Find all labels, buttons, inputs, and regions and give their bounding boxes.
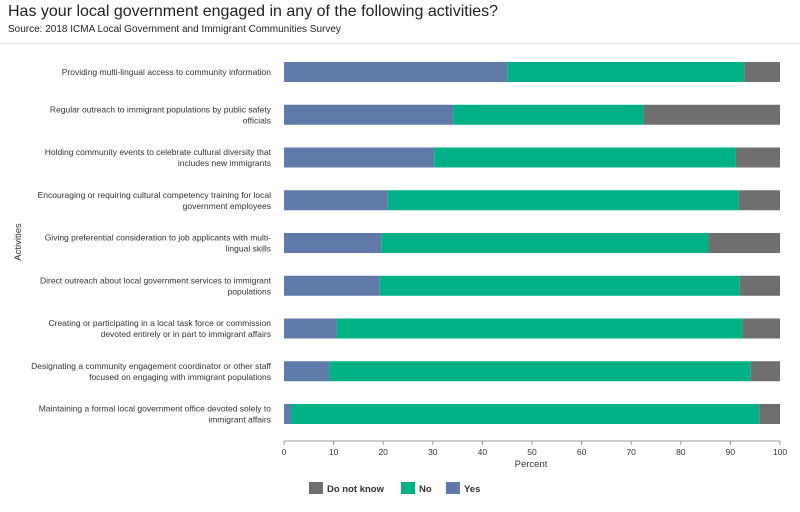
- bar-no-7: [336, 318, 743, 339]
- bar-yes-8: [284, 361, 330, 382]
- x-axis: 0 10 20 30 40 50 60 70 80 90 100: [282, 440, 787, 457]
- category-label-6: Direct outreach about local government s…: [40, 275, 272, 296]
- x-tick-label-60: 60: [577, 447, 587, 457]
- x-tick-label-30: 30: [428, 447, 438, 457]
- bar-yes-6: [284, 275, 380, 296]
- category-label-1: Providing multi-lingual access to commun…: [62, 67, 272, 77]
- x-tick-label-20: 20: [378, 447, 388, 457]
- category-label-5: Giving preferential consideration to job…: [45, 233, 271, 254]
- x-axis-label: Percent: [515, 459, 548, 470]
- bar-no-4: [387, 190, 739, 211]
- bar-no-3: [434, 147, 736, 168]
- legend-swatch-yes: [446, 482, 460, 494]
- legend-item-yes[interactable]: Yes: [446, 482, 480, 495]
- legend-swatch-no: [401, 482, 415, 494]
- x-tick-label-90: 90: [726, 447, 736, 457]
- x-tick-label-80: 80: [676, 447, 686, 457]
- chart-subtitle: Source: 2018 ICMA Local Government and I…: [8, 24, 341, 35]
- bar-do-not-know-1: [744, 62, 780, 82]
- legend-label-no: No: [419, 484, 432, 495]
- bar-do-not-know-4: [738, 190, 780, 211]
- bar-yes-2: [284, 104, 454, 125]
- bar-do-not-know-9: [759, 404, 780, 424]
- bar-yes-7: [284, 318, 337, 339]
- bar-yes-4: [284, 190, 388, 211]
- bar-do-not-know-3: [735, 147, 780, 168]
- chart-title: Has your local government engaged in any…: [8, 3, 499, 20]
- category-label-8: Designating a community engagement coord…: [31, 361, 272, 382]
- category-label-3: Holding community events to celebrate cu…: [45, 147, 272, 168]
- bar-do-not-know-7: [742, 318, 780, 339]
- header-divider: [0, 43, 800, 44]
- category-label-4: Encouraging or requiring cultural compet…: [38, 190, 272, 211]
- bar-no-5: [381, 233, 709, 253]
- bar-no-8: [329, 361, 751, 382]
- legend-label-yes: Yes: [464, 484, 480, 495]
- legend-item-do-not-know[interactable]: Do not know: [309, 482, 385, 495]
- category-label-7: Creating or participating in a local tas…: [48, 318, 271, 339]
- category-label-9: Maintaining a formal local government of…: [39, 404, 272, 425]
- bar-no-2: [453, 104, 644, 125]
- bar-yes-3: [284, 147, 435, 168]
- legend-item-no[interactable]: No: [401, 482, 432, 495]
- x-tick-label-50: 50: [527, 447, 537, 457]
- x-tick-label-40: 40: [478, 447, 488, 457]
- x-tick-label-70: 70: [626, 447, 636, 457]
- bar-do-not-know-6: [739, 275, 780, 296]
- x-tick-label-0: 0: [282, 447, 287, 457]
- plot-area: Providing multi-lingual access to commun…: [31, 62, 780, 425]
- bar-do-not-know-8: [750, 361, 780, 382]
- bar-no-1: [507, 62, 745, 82]
- legend[interactable]: Do not know No Yes: [309, 482, 480, 495]
- bar-yes-5: [284, 233, 382, 253]
- x-tick-label-100: 100: [773, 447, 787, 457]
- bar-do-not-know-2: [643, 104, 780, 125]
- legend-swatch-do-not-know: [309, 482, 323, 494]
- bar-yes-9: [284, 404, 291, 424]
- y-axis-label: Activities: [13, 223, 24, 261]
- bar-do-not-know-5: [708, 233, 780, 253]
- bar-yes-1: [284, 62, 508, 82]
- bar-no-9: [290, 404, 760, 424]
- legend-label-do-not-know: Do not know: [327, 484, 385, 495]
- x-tick-label-10: 10: [329, 447, 339, 457]
- bar-no-6: [379, 275, 740, 296]
- category-label-2: Regular outreach to immigrant population…: [50, 104, 272, 125]
